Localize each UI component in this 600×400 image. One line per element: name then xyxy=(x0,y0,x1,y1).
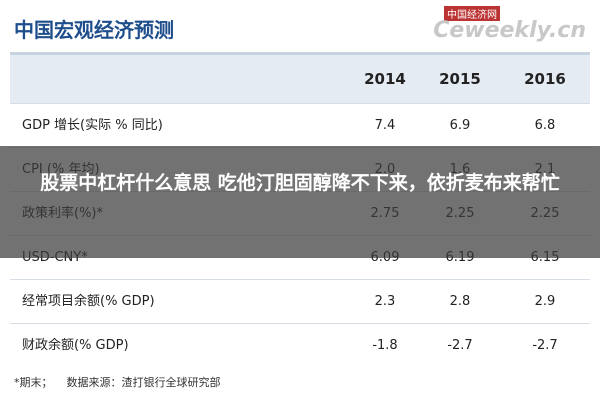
watermark-site: Ceweekly.cn xyxy=(433,18,586,43)
row-label: 经常项目余额(% GDP) xyxy=(22,294,155,309)
cell-value: -2.7 xyxy=(447,338,473,353)
watermark: 中国经济网 xyxy=(444,6,500,21)
column-header: 2016 xyxy=(524,70,566,88)
row-label: GDP 增长(实际 % 同比) xyxy=(22,118,163,133)
cell-value: 2.9 xyxy=(534,294,556,309)
cell-value: 2.3 xyxy=(374,294,396,309)
table-row: 财政余额(% GDP) -1.8 -2.7 -2.7 xyxy=(10,323,590,368)
cell-value: -2.7 xyxy=(532,338,558,353)
cell-value: -1.8 xyxy=(372,338,398,353)
cell-value: 7.4 xyxy=(374,118,396,133)
cell-value: 2.8 xyxy=(449,294,471,309)
footnote: *期末； xyxy=(14,376,53,389)
column-header: 2015 xyxy=(439,70,481,88)
overlay[interactable]: 股票中杠杆什么意思 吃他汀胆固醇降不下来，依折麦布来帮忙 xyxy=(0,146,600,258)
cell-value: 6.9 xyxy=(449,118,471,133)
source: 数据来源：渣打银行全球研究部 xyxy=(66,376,221,389)
overlay-text[interactable]: 股票中杠杆什么意思 吃他汀胆固醇降不下来，依折麦布来帮忙 xyxy=(40,172,560,194)
cell-value: 6.8 xyxy=(534,118,556,133)
footer: *期末； 数据来源：渣打银行全球研究部 xyxy=(14,374,221,390)
table-header: 2014 2015 2016 xyxy=(10,55,590,103)
row-label: 财政余额(% GDP) xyxy=(22,338,129,353)
title: 中国宏观经济预测 xyxy=(14,18,174,42)
column-header: 2014 xyxy=(364,70,406,88)
table-row: 经常项目余额(% GDP) 2.3 2.8 2.9 xyxy=(10,279,590,324)
table-row: GDP 增长(实际 % 同比) 7.4 6.9 6.8 xyxy=(10,103,590,148)
